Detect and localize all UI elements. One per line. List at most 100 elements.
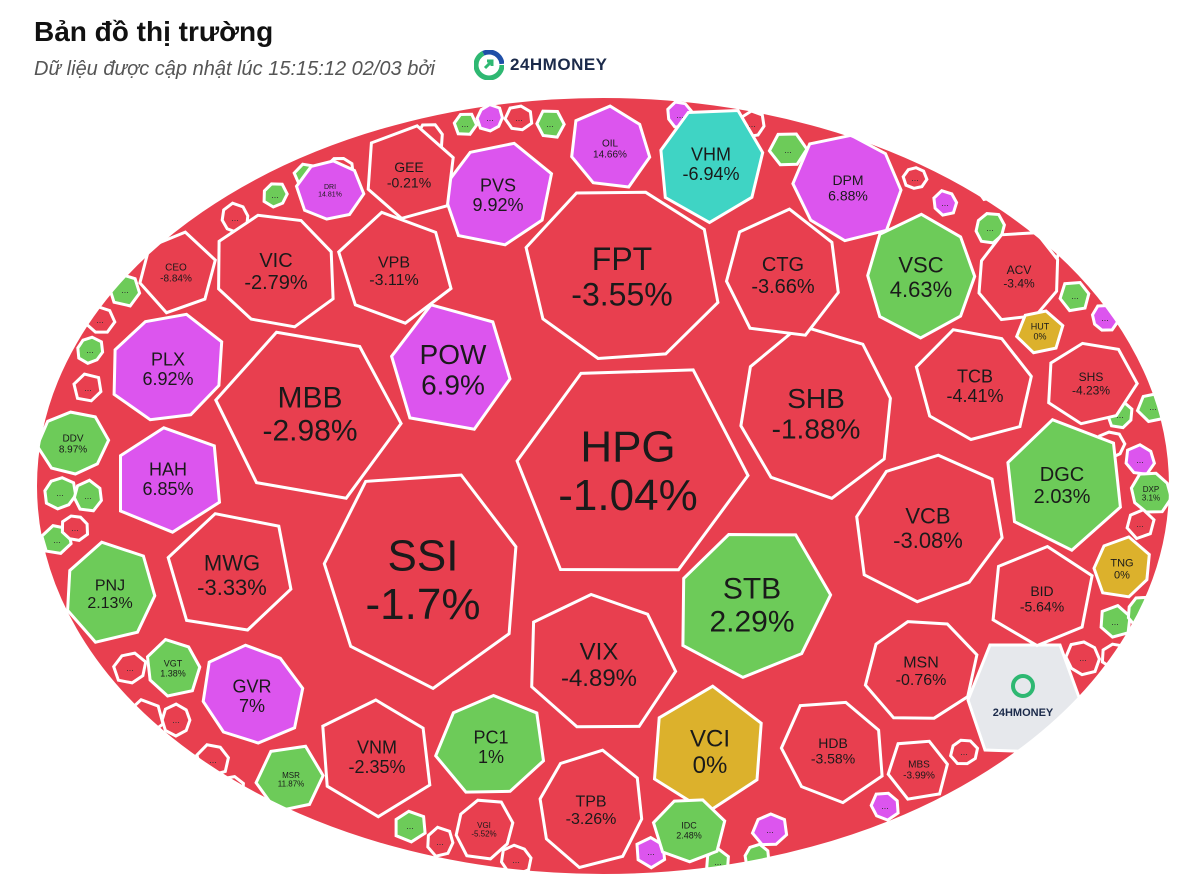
stock-cell-acv[interactable]: ACV-3.4% <box>977 231 1060 322</box>
minor-cell[interactable]: ... <box>452 112 479 136</box>
stock-cell-tpb[interactable]: TPB-3.26% <box>538 748 644 870</box>
stock-cell-vcb[interactable]: VCB-3.08% <box>855 453 1004 604</box>
minor-cell[interactable]: ... <box>72 478 103 513</box>
minor-cell[interactable]: ... <box>72 372 103 403</box>
minor-cell[interactable]: ... <box>932 189 959 217</box>
stock-cell-shape <box>321 698 432 819</box>
stock-cell-hdb[interactable]: HDB-3.58% <box>779 700 884 805</box>
minor-cell[interactable]: ... <box>160 702 192 738</box>
stock-change-label: 2.29% <box>709 606 794 639</box>
stock-cell-gee[interactable]: GEE-0.21% <box>366 124 455 221</box>
minor-cell-shape <box>201 165 229 193</box>
minor-cell[interactable]: ... <box>105 243 131 272</box>
stock-cell-shape <box>336 210 453 325</box>
stock-cell-fpt[interactable]: FPT-3.55% <box>524 190 720 361</box>
stock-cell-vhm[interactable]: VHM-6.94% <box>659 108 765 225</box>
stock-cell-shape <box>254 744 325 813</box>
stock-cell-ssi[interactable]: SSI-1.7% <box>322 473 518 691</box>
minor-cell[interactable]: ... <box>869 791 900 822</box>
minor-cell[interactable]: ... <box>1058 280 1091 313</box>
minor-cell-shape <box>72 372 103 403</box>
minor-cell-label: ... <box>911 173 919 183</box>
stock-ticker-label: DRI <box>324 184 336 191</box>
brand-logo[interactable]: 24HMONEY <box>474 50 608 80</box>
stock-ticker-label: TPB <box>575 794 606 811</box>
stock-cell-tcb[interactable]: TCB-4.41% <box>914 328 1033 442</box>
minor-cell-label: ... <box>126 663 134 673</box>
minor-cell-label: ... <box>71 523 79 533</box>
minor-cell[interactable]: ... <box>76 335 105 365</box>
minor-cell-shape <box>535 109 566 139</box>
stock-cell-vix[interactable]: VIX-4.89% <box>530 592 678 729</box>
minor-cell-label: ... <box>512 855 520 865</box>
stock-change-label: 7% <box>239 696 265 716</box>
stock-cell-hpg[interactable]: HPG-1.04% <box>515 368 750 572</box>
minor-cell-shape <box>869 791 900 822</box>
minor-cell-label: ... <box>86 345 94 355</box>
minor-cell[interactable]: ... <box>201 165 229 193</box>
minor-cell[interactable]: ... <box>262 182 289 209</box>
stock-cell-mwg[interactable]: MWG-3.33% <box>166 512 293 632</box>
stock-cell-shape <box>1129 471 1171 514</box>
stock-cell-vpb[interactable]: VPB-3.11% <box>336 210 453 325</box>
stock-ticker-label: TCB <box>957 366 993 386</box>
minor-cell[interactable]: ... <box>503 104 534 132</box>
stock-cell-vic[interactable]: VIC-2.79% <box>217 213 335 329</box>
stock-cell-shape <box>119 426 222 534</box>
minor-cell[interactable]: ... <box>246 144 273 170</box>
stock-ticker-label: IDC <box>681 821 697 831</box>
stock-cell-bid[interactable]: BID-5.64% <box>991 544 1094 648</box>
stock-cell-vnm[interactable]: VNM-2.35% <box>321 698 432 819</box>
stock-cell-mbs[interactable]: MBS-3.99% <box>886 739 950 801</box>
stock-cell-shb[interactable]: SHB-1.88% <box>739 323 892 500</box>
stock-cell-shape <box>659 108 765 225</box>
minor-cell[interactable]: ... <box>1064 640 1102 677</box>
minor-cell[interactable]: ... <box>133 746 168 786</box>
stock-cell-vgi[interactable]: VGI-5.52% <box>454 798 515 861</box>
minor-cell[interactable]: ... <box>43 476 78 511</box>
stock-cell-mbb[interactable]: MBB-2.98% <box>214 330 403 500</box>
stock-ticker-label: MBB <box>277 382 342 415</box>
stock-cell-shape <box>886 739 950 801</box>
minor-cell[interactable]: ... <box>1125 507 1156 541</box>
stock-cell-shape <box>145 637 202 698</box>
stock-change-label: -3.99% <box>903 771 935 782</box>
minor-cell-label: ... <box>748 119 756 129</box>
stock-ticker-label: PC1 <box>473 727 508 747</box>
minor-cell[interactable]: ... <box>112 651 148 685</box>
stock-cell-shs[interactable]: SHS-4.23% <box>1047 341 1139 426</box>
minor-cell[interactable]: ... <box>1124 443 1157 476</box>
minor-cell[interactable]: ... <box>475 102 504 133</box>
stock-cell-ctg[interactable]: CTG-3.66% <box>724 207 840 337</box>
minor-cell[interactable]: ... <box>750 812 789 847</box>
minor-cell[interactable]: ... <box>901 166 929 190</box>
minor-cell[interactable]: ... <box>948 738 980 766</box>
minor-cell[interactable]: ... <box>394 809 427 844</box>
minor-cell[interactable]: ... <box>60 514 90 542</box>
stock-change-label: 9.92% <box>472 195 523 215</box>
minor-cell[interactable]: ... <box>535 109 566 139</box>
stock-cell-msn[interactable]: MSN-0.76% <box>863 620 979 720</box>
stock-ticker-label: VCI <box>690 725 730 752</box>
minor-cell[interactable]: ... <box>426 825 455 858</box>
